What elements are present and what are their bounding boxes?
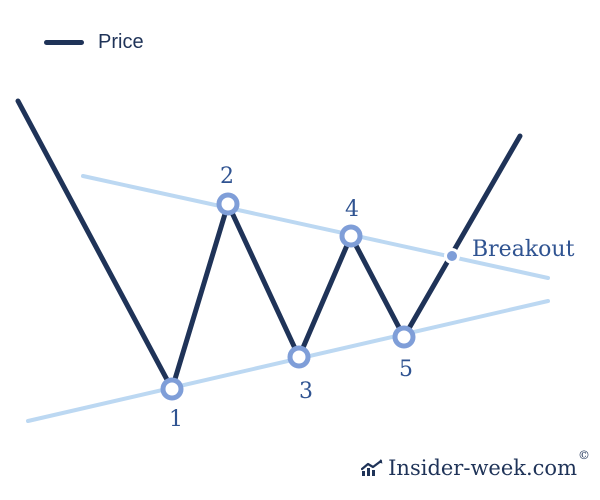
lower-trend-line bbox=[26, 299, 550, 423]
pivot-marker-1 bbox=[160, 377, 184, 401]
pivot-marker-3 bbox=[287, 345, 311, 369]
breakout-dot bbox=[447, 251, 457, 261]
pivot-label-1: 1 bbox=[169, 407, 183, 432]
copyright-symbol: © bbox=[578, 448, 590, 462]
watermark: Insider-week.com© bbox=[361, 448, 590, 480]
watermark-text: Insider-week.com bbox=[388, 456, 577, 480]
legend-label-price: Price bbox=[98, 30, 144, 53]
pivot-marker-2 bbox=[216, 192, 240, 216]
chart-trend-icon bbox=[361, 459, 383, 476]
pivot-label-4: 4 bbox=[345, 197, 359, 222]
pivot-marker-5 bbox=[392, 325, 416, 349]
pivot-marker-4 bbox=[339, 224, 363, 248]
legend: Price bbox=[44, 28, 144, 56]
price-line bbox=[15, 98, 523, 392]
legend-swatch-price bbox=[44, 39, 84, 45]
pivot-label-2: 2 bbox=[220, 164, 234, 189]
breakout-label: Breakout bbox=[472, 237, 575, 262]
pivot-label-5: 5 bbox=[399, 357, 413, 382]
pivot-label-3: 3 bbox=[299, 379, 313, 404]
upper-trend-line bbox=[81, 174, 550, 280]
